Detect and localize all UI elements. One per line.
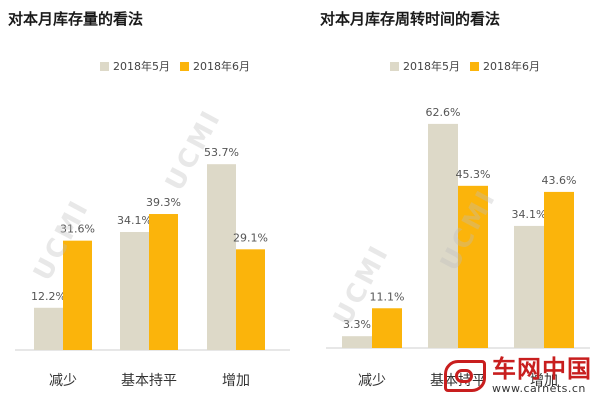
data-label: 34.1% (117, 214, 152, 227)
legend-label-june: 2018年6月 (193, 60, 250, 73)
chart-legend: 2018年5月 2018年6月 (100, 58, 250, 74)
data-label: 11.1% (370, 290, 405, 303)
data-label: 31.6% (60, 223, 95, 236)
legend-swatch-june (470, 61, 479, 71)
data-label: 12.2% (31, 290, 66, 303)
bar-june (149, 214, 178, 350)
bar-may (34, 307, 63, 350)
logo-url: www.carnets.cn (492, 382, 586, 395)
bar-june (544, 191, 574, 348)
bar-may (514, 225, 544, 348)
legend-label-may: 2018年5月 (113, 60, 170, 73)
site-logo: 车网中国 www.carnets.cn (444, 357, 592, 394)
logo-text: 车网中国 www.carnets.cn (492, 357, 592, 394)
legend-swatch-may (390, 61, 399, 71)
bar-plot: 12.2% 31.6% 减少 34.1% 39.3% 基本持平 53.7% 29.1% 增加 (15, 146, 290, 389)
bar-june (372, 308, 402, 348)
data-label: 3.3% (343, 318, 371, 331)
bar-may (120, 232, 149, 350)
legend-item-may: 2018年5月 (390, 58, 460, 74)
data-label: 53.7% (204, 146, 239, 159)
bar-may (428, 123, 458, 348)
data-label: 45.3% (456, 168, 491, 181)
data-label: 34.1% (512, 208, 547, 221)
legend-item-june: 2018年6月 (180, 58, 250, 74)
data-label: 62.6% (426, 106, 461, 119)
category-label: 减少 (49, 373, 77, 389)
chart-title: 对本月库存周转时间的看法 (320, 10, 501, 28)
bar-june (236, 249, 265, 350)
chart-panel-inventory-level: 对本月库存量的看法 2018年5月 2018年6月 12.2% 31.6% 减少 34… (8, 10, 290, 389)
bar-may (342, 336, 372, 348)
category-label: 减少 (358, 373, 386, 389)
data-label: 39.3% (146, 196, 181, 209)
chart-title: 对本月库存量的看法 (8, 10, 144, 28)
legend-swatch-may (100, 61, 109, 71)
chart-legend: 2018年5月 2018年6月 (390, 58, 540, 74)
data-label: 29.1% (233, 231, 268, 244)
bar-june (458, 185, 488, 348)
data-label: 43.6% (542, 174, 577, 187)
bar-june (63, 240, 92, 350)
legend-item-may: 2018年5月 (100, 58, 170, 74)
bar-may (207, 164, 236, 350)
legend-swatch-june (180, 61, 189, 71)
logo-name: 车网中国 (492, 355, 592, 383)
category-label: 基本持平 (121, 372, 177, 389)
carnets-logo-icon (444, 359, 486, 392)
category-label: 增加 (530, 373, 558, 389)
legend-label-may: 2018年5月 (403, 60, 460, 73)
chart-panel-turnover-time: 对本月库存周转时间的看法 2018年5月 2018年6月 3.3% 11.1% 减少… (300, 0, 600, 400)
legend-item-june: 2018年6月 (470, 58, 540, 74)
legend-label-june: 2018年6月 (483, 60, 540, 73)
category-label: 增加 (222, 373, 250, 389)
